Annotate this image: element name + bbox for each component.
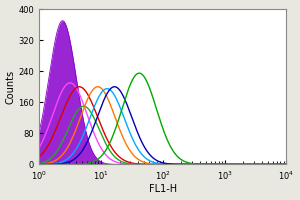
X-axis label: FL1-H: FL1-H	[149, 184, 177, 194]
Y-axis label: Counts: Counts	[6, 70, 16, 104]
